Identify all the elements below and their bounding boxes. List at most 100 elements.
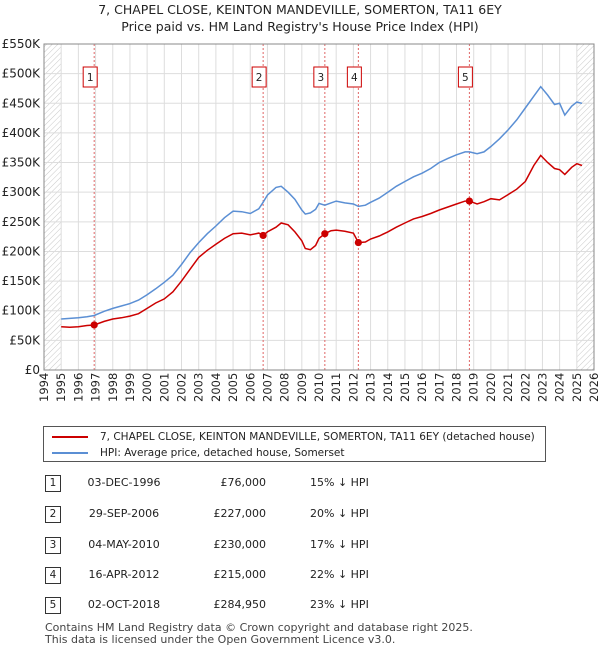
x-tick-label: 2009 xyxy=(295,373,309,402)
transaction-hpi: 23% ↓ HPI xyxy=(310,598,369,611)
y-tick-label: £300K xyxy=(2,185,42,199)
sale-number-box: 4 xyxy=(346,66,362,88)
legend-swatch-red xyxy=(52,436,88,438)
x-tick-label: 1999 xyxy=(123,373,137,402)
sale-point xyxy=(465,197,473,205)
x-tick-label: 1995 xyxy=(54,373,68,402)
x-tick-label: 2008 xyxy=(278,373,292,402)
sale-number-label: 4 xyxy=(351,72,358,84)
footer-copyright: Contains HM Land Registry data © Crown c… xyxy=(45,621,473,634)
y-tick-label: £400K xyxy=(2,126,42,140)
y-tick-label: £150K xyxy=(2,274,42,288)
x-tick-label: 2002 xyxy=(175,373,189,402)
legend-label-hpi: HPI: Average price, detached house, Some… xyxy=(100,447,345,459)
y-tick-label: £50K xyxy=(9,333,41,347)
x-tick-label: 2014 xyxy=(381,373,395,402)
transaction-hpi: 20% ↓ HPI xyxy=(310,507,369,520)
x-tick-label: 2013 xyxy=(364,373,378,402)
sale-number-label: 5 xyxy=(462,72,469,84)
x-tick-label: 2022 xyxy=(518,373,532,402)
x-tick-label: 2017 xyxy=(432,373,446,402)
x-tick-label: 2021 xyxy=(501,373,515,402)
hatched-region xyxy=(44,44,62,370)
chart-title-address: 7, CHAPEL CLOSE, KEINTON MANDEVILLE, SOM… xyxy=(98,2,502,17)
x-tick-label: 2019 xyxy=(467,373,481,402)
legend-swatch-blue xyxy=(52,452,88,454)
x-tick-label: 2006 xyxy=(243,373,257,402)
transaction-date: 29-SEP-2006 xyxy=(88,507,160,520)
x-tick-label: 2024 xyxy=(553,373,567,402)
transaction-row: 4 16-APR-2012 £215,000 22% ↓ HPI xyxy=(0,566,600,586)
y-tick-label: £200K xyxy=(2,244,42,258)
hpi-series-line xyxy=(61,85,583,320)
x-tick-label: 2025 xyxy=(570,373,584,402)
x-tick-label: 1997 xyxy=(89,373,103,402)
x-tick-label: 1996 xyxy=(71,373,85,402)
x-tick-label: 2016 xyxy=(415,373,429,402)
x-tick-label: 2020 xyxy=(484,373,498,402)
transaction-number: 5 xyxy=(45,597,61,614)
x-tick-label: 2018 xyxy=(450,373,464,402)
x-tick-label: 2010 xyxy=(312,373,326,402)
sale-point xyxy=(354,238,362,247)
legend-item-hpi: HPI: Average price, detached house, Some… xyxy=(52,446,345,460)
sale-number-frame xyxy=(313,66,329,88)
property-series-line xyxy=(61,154,583,329)
y-tick-label: £250K xyxy=(2,215,42,229)
chart-legend: 7, CHAPEL CLOSE, KEINTON MANDEVILLE, SOM… xyxy=(43,426,546,462)
y-tick-label: £450K xyxy=(2,96,42,110)
sale-number-frame xyxy=(457,66,473,88)
x-tick-label: 2026 xyxy=(587,373,600,402)
transaction-number: 3 xyxy=(45,537,61,554)
transaction-number: 4 xyxy=(45,567,61,584)
x-tick-label: 2000 xyxy=(140,373,154,402)
sale-number-frame xyxy=(82,66,98,88)
sale-point xyxy=(90,321,98,329)
sale-number-label: 1 xyxy=(87,72,94,84)
plot-frame xyxy=(43,43,595,371)
sale-number-label: 2 xyxy=(256,72,263,84)
transaction-hpi: 15% ↓ HPI xyxy=(310,476,369,489)
transaction-date: 16-APR-2012 xyxy=(88,568,160,581)
transaction-hpi: 22% ↓ HPI xyxy=(310,568,369,581)
sale-number-box: 5 xyxy=(457,66,473,88)
sale-point xyxy=(321,230,329,238)
x-tick-label: 2005 xyxy=(226,373,240,402)
sale-number-label: 3 xyxy=(318,72,325,84)
sale-number-frame xyxy=(251,66,267,88)
transaction-date: 02-OCT-2018 xyxy=(87,598,161,611)
y-tick-label: £0 xyxy=(25,363,40,377)
transaction-price: £230,000 xyxy=(213,538,267,551)
y-tick-label: £550K xyxy=(2,37,42,51)
sale-number-frame xyxy=(346,66,362,88)
transaction-number: 1 xyxy=(45,475,61,492)
transaction-row: 2 29-SEP-2006 £227,000 20% ↓ HPI xyxy=(0,505,600,525)
x-tick-label: 2003 xyxy=(192,373,206,402)
y-tick-label: £350K xyxy=(2,156,42,170)
transaction-row: 3 04-MAY-2010 £230,000 17% ↓ HPI xyxy=(0,536,600,556)
transaction-price: £215,000 xyxy=(213,568,267,581)
legend-item-property: 7, CHAPEL CLOSE, KEINTON MANDEVILLE, SOM… xyxy=(52,430,535,444)
x-tick-label: 2001 xyxy=(157,373,171,402)
x-tick-label: 1994 xyxy=(37,373,51,402)
transaction-row: 1 03-DEC-1996 £76,000 15% ↓ HPI xyxy=(0,474,600,494)
x-tick-label: 1998 xyxy=(106,373,120,402)
sale-point xyxy=(259,231,267,240)
sale-number-box: 1 xyxy=(82,66,98,88)
sale-number-box: 3 xyxy=(313,66,329,88)
chart-title-subtitle: Price paid vs. HM Land Registry's House … xyxy=(121,19,479,34)
y-tick-label: £500K xyxy=(2,67,42,81)
x-tick-label: 2007 xyxy=(260,373,274,402)
transaction-price: £284,950 xyxy=(213,598,267,611)
x-tick-label: 2015 xyxy=(398,373,412,402)
transaction-hpi: 17% ↓ HPI xyxy=(310,538,369,551)
transaction-row: 5 02-OCT-2018 £284,950 23% ↓ HPI xyxy=(0,596,600,616)
transaction-number: 2 xyxy=(45,506,61,523)
x-tick-label: 2004 xyxy=(209,373,223,402)
transaction-date: 04-MAY-2010 xyxy=(88,538,160,551)
sale-number-box: 2 xyxy=(251,66,267,88)
transaction-price: £227,000 xyxy=(213,507,267,520)
price-chart: 1 2 3 4 5 £0 £50K £100K £150K £200K £250K £300K £35… xyxy=(2,37,600,402)
y-tick-label: £100K xyxy=(2,304,42,318)
x-tick-label: 2012 xyxy=(346,373,360,402)
